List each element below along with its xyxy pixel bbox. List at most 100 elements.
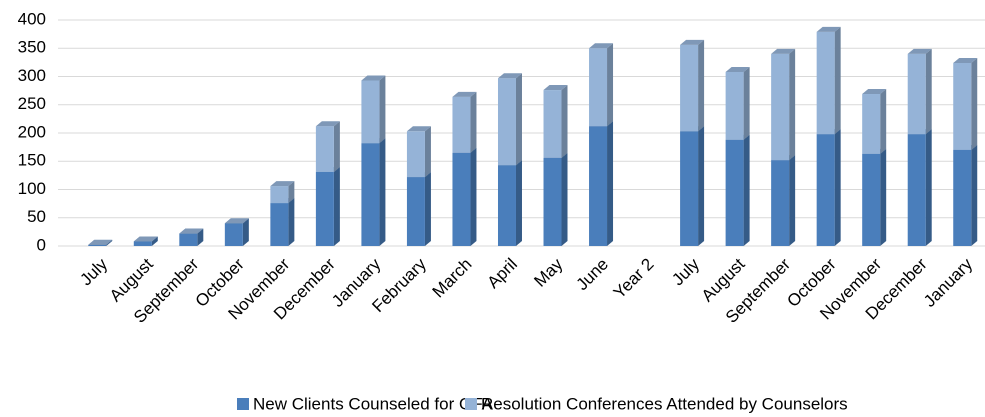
- bar-top: [816, 26, 841, 32]
- bar-side: [197, 228, 204, 246]
- bar-side: [288, 198, 295, 246]
- bar: [315, 126, 334, 172]
- bar-top: [224, 218, 249, 224]
- bar-top: [406, 126, 431, 132]
- bar: [725, 71, 744, 140]
- bar-side: [333, 121, 340, 172]
- bar: [133, 241, 152, 246]
- bar-side: [698, 39, 705, 132]
- bar: [680, 131, 699, 246]
- bar: [907, 53, 926, 135]
- bar: [680, 44, 699, 132]
- legend-label: Resolution Conferences Attended by Couns…: [481, 394, 848, 413]
- bar: [497, 165, 516, 246]
- bar: [907, 134, 926, 246]
- bar-side: [834, 129, 841, 246]
- bar-top: [315, 121, 340, 127]
- bar-side: [880, 89, 887, 154]
- bar-side: [743, 134, 750, 246]
- x-tick-label: March: [429, 255, 476, 302]
- bar-side: [333, 166, 340, 246]
- bar-top: [452, 91, 477, 97]
- legend-label: New Clients Counseled for OFA: [253, 394, 494, 413]
- legend-swatch: [237, 398, 249, 410]
- bar-top: [953, 57, 978, 63]
- bar-side: [789, 48, 796, 161]
- bar-top: [543, 85, 568, 91]
- bar: [452, 96, 471, 153]
- bar: [270, 186, 289, 204]
- bar-side: [424, 172, 431, 246]
- bar: [589, 48, 608, 127]
- bar-side: [379, 75, 386, 144]
- bar: [406, 131, 425, 178]
- bar: [497, 78, 516, 166]
- bar-side: [106, 239, 113, 246]
- bar-top: [771, 48, 796, 54]
- bar-side: [470, 147, 477, 246]
- bar: [816, 134, 835, 246]
- bar-side: [470, 91, 477, 153]
- bar-side: [971, 144, 978, 246]
- bar-side: [561, 85, 568, 158]
- y-tick-label: 100: [18, 179, 46, 198]
- bar: [771, 160, 790, 246]
- bar: [361, 80, 380, 144]
- x-tick-label: May: [530, 254, 566, 290]
- bar: [224, 223, 243, 246]
- x-tick-label: January: [920, 254, 977, 311]
- bar-top: [133, 236, 158, 242]
- y-tick-label: 300: [18, 66, 46, 85]
- bar-side: [925, 48, 932, 135]
- x-tick-label: July: [76, 254, 111, 289]
- bar: [862, 153, 881, 246]
- bar-side: [834, 26, 841, 135]
- bar: [771, 53, 790, 161]
- bar-side: [607, 121, 614, 246]
- bar-top: [907, 48, 932, 54]
- bar: [406, 177, 425, 246]
- bar-side: [561, 152, 568, 246]
- bar-top: [88, 239, 113, 245]
- bar-side: [789, 155, 796, 246]
- bar: [179, 233, 198, 246]
- bar-side: [607, 43, 614, 127]
- x-tick-label: April: [483, 255, 520, 292]
- y-tick-label: 150: [18, 151, 46, 170]
- bar-side: [515, 160, 522, 246]
- bar-side: [925, 129, 932, 246]
- bar: [543, 157, 562, 246]
- y-tick-label: 200: [18, 122, 46, 141]
- bar-top: [497, 73, 522, 79]
- y-tick-label: 400: [18, 9, 46, 28]
- y-tick-label: 350: [18, 38, 46, 57]
- bar-top: [680, 39, 705, 45]
- bar-side: [424, 126, 431, 178]
- bar-top: [589, 43, 614, 49]
- bar-top: [361, 75, 386, 81]
- bar: [270, 203, 289, 246]
- bar: [862, 94, 881, 154]
- x-tick-label: July: [668, 254, 703, 289]
- bar-side: [151, 236, 158, 246]
- bar: [953, 62, 972, 150]
- bar: [361, 143, 380, 246]
- legend-swatch: [465, 398, 477, 410]
- bar-top: [725, 66, 750, 72]
- bar-side: [379, 138, 386, 246]
- bar-side: [242, 218, 249, 246]
- bar: [315, 171, 334, 246]
- bar-top: [270, 181, 295, 187]
- x-tick-label: Year 2: [610, 255, 658, 303]
- bar: [816, 31, 835, 135]
- bar: [88, 244, 107, 246]
- bar-top: [862, 89, 887, 95]
- bar-side: [698, 126, 705, 246]
- y-tick-label: 0: [37, 235, 46, 254]
- bar: [725, 139, 744, 246]
- bar: [589, 126, 608, 246]
- bar-side: [743, 66, 750, 140]
- bar: [953, 149, 972, 246]
- bar-side: [880, 148, 887, 246]
